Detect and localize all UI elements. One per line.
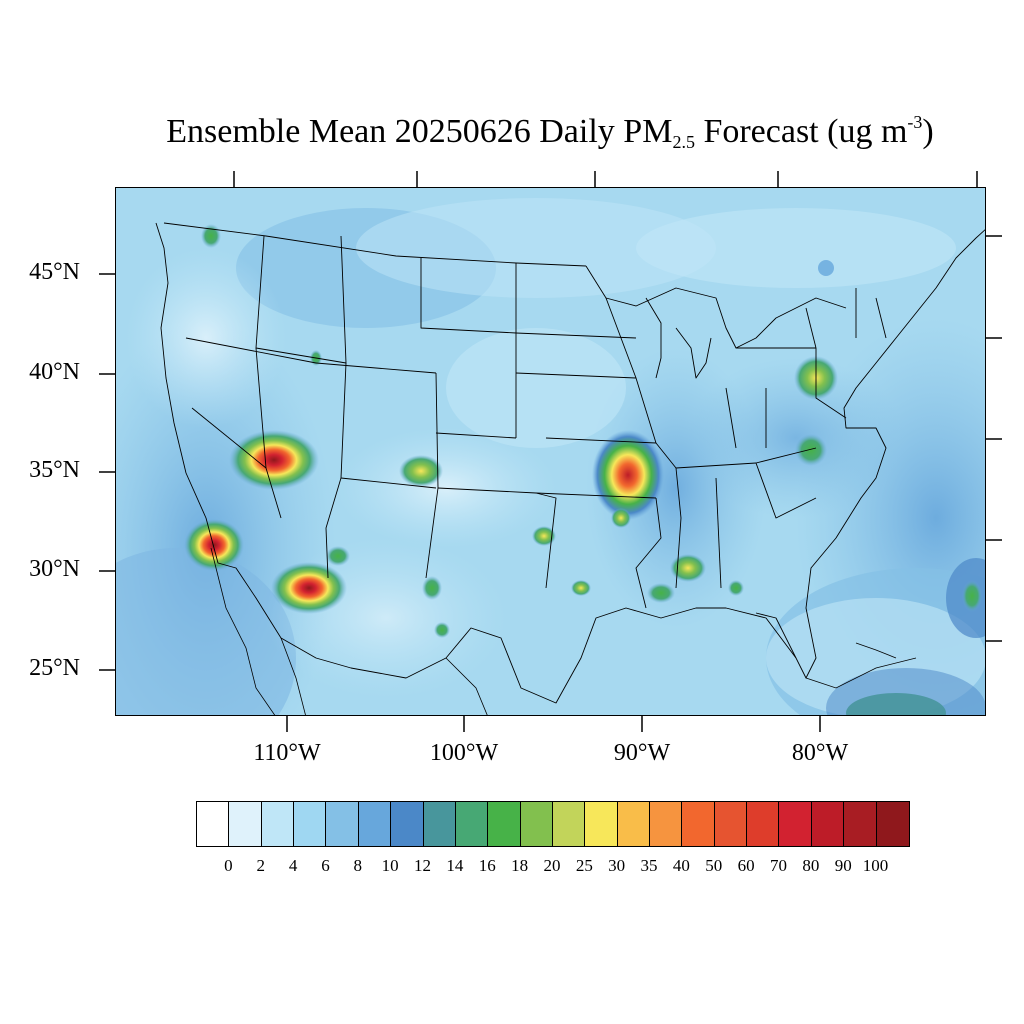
lat-label-40: 40°N (29, 359, 80, 385)
colorbar-tick-label: 20 (543, 856, 561, 875)
colorbar-cell (714, 802, 748, 846)
colorbar-tick-label: 18 (511, 856, 529, 875)
colorbar-cell (488, 802, 521, 846)
colorbar-cell (747, 802, 780, 846)
lat-label-35: 35°N (29, 457, 80, 483)
colorbar-tick-label: 14 (446, 856, 464, 875)
colorbar-tick-label: 50 (705, 856, 723, 875)
colorbar-tick-label: 8 (353, 856, 363, 875)
colorbar-cell (552, 802, 586, 846)
colorbar-cell (423, 802, 456, 846)
colorbar-tick-label: 12 (414, 856, 432, 875)
colorbar-tick-label: 0 (224, 856, 233, 875)
colorbar-cell (391, 802, 424, 846)
colorbar-cell (876, 802, 909, 846)
colorbar-cell (455, 802, 489, 846)
colorbar-tick-label: 10 (381, 856, 399, 875)
lon-label-110: 110°W (253, 740, 321, 766)
lat-label-25: 25°N (29, 655, 80, 681)
colorbar-tick-label: 25 (575, 856, 593, 875)
colorbar-labels: 0 2 4 6 8 10 12 14 16 18 20 25 30 35 40 50 60 70 80 90 100 (196, 856, 908, 876)
colorbar-tick-label: 40 (672, 856, 690, 875)
colorbar-cell (261, 802, 295, 846)
colorbar-cell (358, 802, 392, 846)
map-title: Ensemble Mean 20250626 Daily PM2.5 Forec… (166, 112, 934, 152)
colorbar-tick-label: 6 (321, 856, 330, 875)
colorbar-cell (811, 802, 845, 846)
colorbar-cell (844, 802, 877, 846)
lon-label-80: 80°W (791, 740, 849, 766)
colorbar-cell (294, 802, 327, 846)
lon-label-100: 100°W (429, 740, 499, 766)
colorbar-cell (779, 802, 812, 846)
colorbar-cell (326, 802, 359, 846)
colorbar (196, 801, 910, 847)
colorbar-cell (520, 802, 553, 846)
colorbar-cell (197, 802, 230, 846)
colorbar-cell (229, 802, 262, 846)
colorbar-tick-label: 80 (802, 856, 820, 875)
colorbar-cell (585, 802, 618, 846)
colorbar-tick-label: 90 (834, 856, 852, 875)
colorbar-tick-label: 70 (769, 856, 787, 875)
colorbar-tick-label: 60 (737, 856, 755, 875)
colorbar-tick-label: 4 (288, 856, 298, 875)
lat-label-45: 45°N (29, 259, 80, 285)
colorbar-cell (650, 802, 683, 846)
lon-label-90: 90°W (613, 740, 671, 766)
colorbar-tick-label: 35 (640, 856, 658, 875)
colorbar-tick-label: 2 (256, 856, 265, 875)
colorbar-cell (617, 802, 651, 846)
colorbar-tick-label: 30 (608, 856, 626, 875)
lat-label-30: 30°N (29, 556, 80, 582)
pm25-map (115, 187, 986, 716)
colorbar-tick-label: 100 (862, 856, 889, 875)
colorbar-cell (682, 802, 715, 846)
colorbar-tick-label: 16 (478, 856, 496, 875)
